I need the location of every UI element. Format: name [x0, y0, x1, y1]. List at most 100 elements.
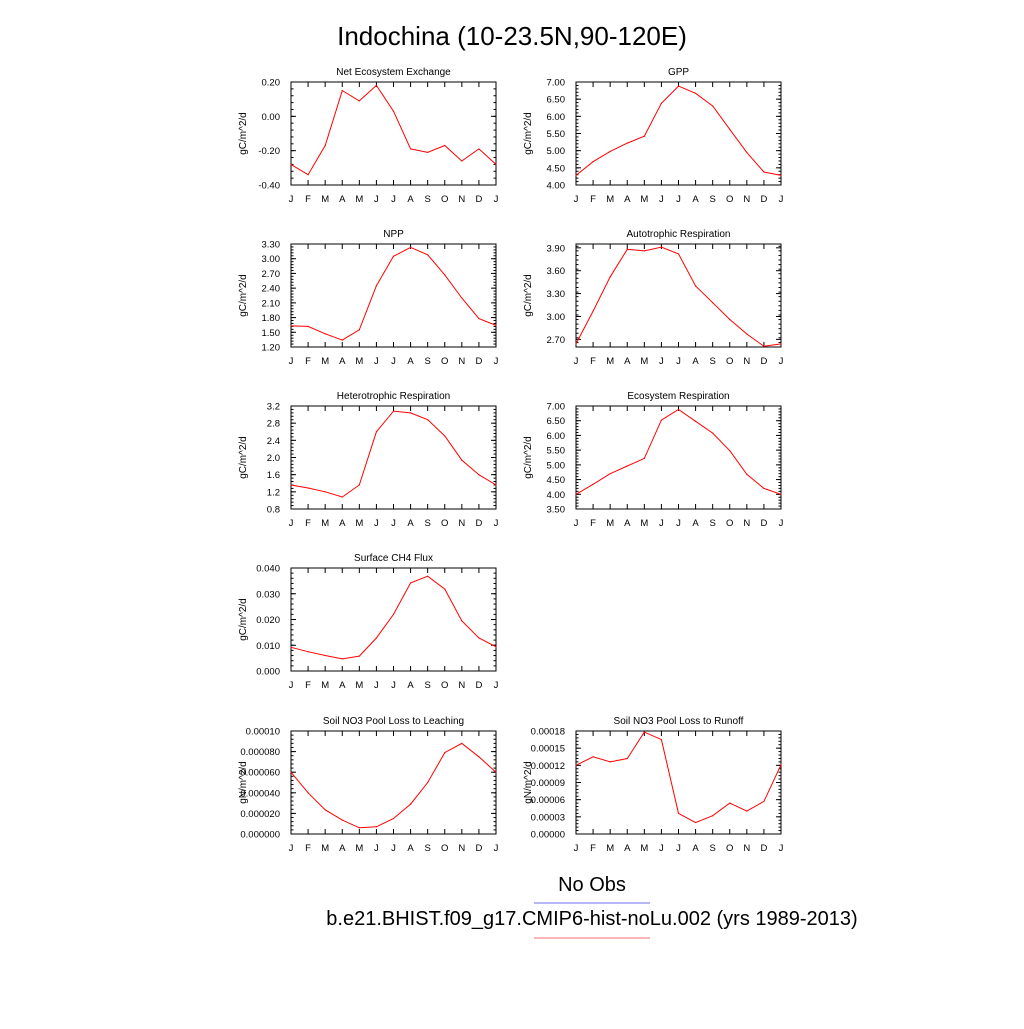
- x-tick-label: J: [574, 356, 579, 367]
- data-point: [495, 484, 497, 486]
- x-tick-label: M: [640, 356, 648, 367]
- x-tick-label: N: [743, 843, 750, 854]
- chart-npp: NPP gC/m^2/d 1.20 1.50 1.80 2.10 2.40 2.70 3.00 3…: [238, 229, 499, 367]
- y-tick-label: 0.000060: [240, 768, 280, 779]
- x-tick-label: J: [676, 518, 681, 529]
- x-tick-label: J: [574, 843, 579, 854]
- x-tick-label: O: [726, 194, 733, 205]
- y-axis-label: gC/m^2/d: [238, 112, 249, 155]
- x-tick-label: A: [624, 518, 631, 529]
- plot-frame: [290, 81, 497, 186]
- y-tick-label: 2.70: [262, 269, 281, 280]
- x-tick-label: D: [475, 680, 482, 691]
- data-point: [643, 135, 645, 137]
- y-tick-label: 2.4: [267, 436, 280, 447]
- data-point: [324, 333, 326, 335]
- x-tick-label: J: [494, 518, 499, 529]
- data-point: [409, 148, 412, 150]
- y-tick-label: 0.00000: [531, 830, 565, 841]
- x-tick-label: N: [743, 356, 750, 367]
- y-tick-label: 4.00: [547, 181, 566, 192]
- y-tick-label: 0.00006: [531, 795, 565, 806]
- data-point: [575, 343, 577, 345]
- y-tick-label: 0.030: [256, 589, 280, 600]
- x-tick-label: M: [355, 518, 363, 529]
- x-tick-label: S: [424, 518, 430, 529]
- data-point: [712, 105, 714, 107]
- y-tick-label: 5.00: [547, 460, 566, 471]
- series-line: [290, 742, 497, 829]
- data-point: [478, 317, 480, 320]
- plot-frame: [575, 81, 782, 186]
- data-point: [694, 285, 697, 287]
- data-point: [677, 253, 680, 255]
- y-tick-label: 1.6: [267, 470, 280, 481]
- data-point: [763, 171, 765, 173]
- y-tick-label: 0.00012: [531, 761, 565, 772]
- data-point: [712, 302, 714, 304]
- series-line: [290, 410, 497, 498]
- data-point: [575, 174, 577, 176]
- chart-heterotrophic-respiration: Heterotrophic Respiration gC/m^2/d 0.8 1.2 1…: [238, 391, 499, 529]
- data-point: [409, 803, 412, 805]
- x-tick-label: A: [407, 194, 414, 205]
- x-tick-label: N: [458, 356, 465, 367]
- x-tick-label: S: [424, 356, 430, 367]
- y-tick-label: -0.40: [258, 181, 280, 192]
- data-point: [643, 731, 645, 733]
- y-tick-label: 5.00: [547, 146, 566, 157]
- data-point: [290, 484, 292, 486]
- x-tick-label: A: [692, 518, 699, 529]
- y-tick-label: 0.00003: [531, 812, 565, 823]
- data-point: [392, 255, 395, 257]
- y-axis-label: gN/m^2/d: [238, 761, 249, 804]
- x-tick-label: M: [355, 194, 363, 205]
- data-point: [358, 484, 360, 486]
- data-point: [495, 163, 497, 165]
- data-point: [575, 493, 577, 495]
- x-tick-label: J: [574, 194, 579, 205]
- y-tick-label: 1.80: [262, 313, 281, 324]
- x-tick-label: F: [590, 194, 596, 205]
- x-tick-label: A: [624, 194, 631, 205]
- y-tick-label: 3.60: [547, 266, 566, 277]
- data-point: [643, 250, 645, 252]
- chart-title: Ecosystem Respiration: [627, 391, 729, 402]
- x-tick-label: D: [475, 518, 482, 529]
- x-tick-label: N: [458, 194, 465, 205]
- x-tick-label: D: [475, 843, 482, 854]
- data-point: [461, 297, 463, 299]
- y-tick-label: 4.50: [547, 475, 566, 486]
- data-point: [307, 325, 309, 327]
- x-tick-label: D: [760, 194, 767, 205]
- x-tick-label: J: [779, 194, 784, 205]
- x-tick-label: M: [640, 518, 648, 529]
- data-point: [643, 457, 645, 459]
- x-tick-label: F: [305, 194, 311, 205]
- data-point: [307, 651, 309, 653]
- data-point: [427, 254, 429, 256]
- plot-frame: [575, 405, 782, 510]
- y-tick-label: 7.00: [547, 402, 566, 413]
- data-point: [427, 419, 429, 421]
- data-point: [427, 781, 429, 784]
- data-point: [609, 276, 611, 278]
- x-tick-label: N: [458, 680, 465, 691]
- data-point: [375, 826, 378, 828]
- y-tick-label: 7.00: [547, 78, 566, 89]
- data-point: [427, 151, 429, 153]
- x-tick-label: J: [676, 843, 681, 854]
- x-tick-label: N: [743, 194, 750, 205]
- x-tick-label: M: [355, 843, 363, 854]
- x-tick-label: J: [289, 518, 294, 529]
- data-point: [746, 333, 748, 335]
- data-point: [375, 285, 378, 287]
- data-point: [592, 161, 594, 163]
- data-point: [461, 742, 463, 744]
- data-point: [290, 771, 292, 773]
- y-tick-label: -0.20: [258, 146, 280, 157]
- y-tick-label: 3.50: [547, 505, 566, 516]
- data-point: [729, 802, 731, 804]
